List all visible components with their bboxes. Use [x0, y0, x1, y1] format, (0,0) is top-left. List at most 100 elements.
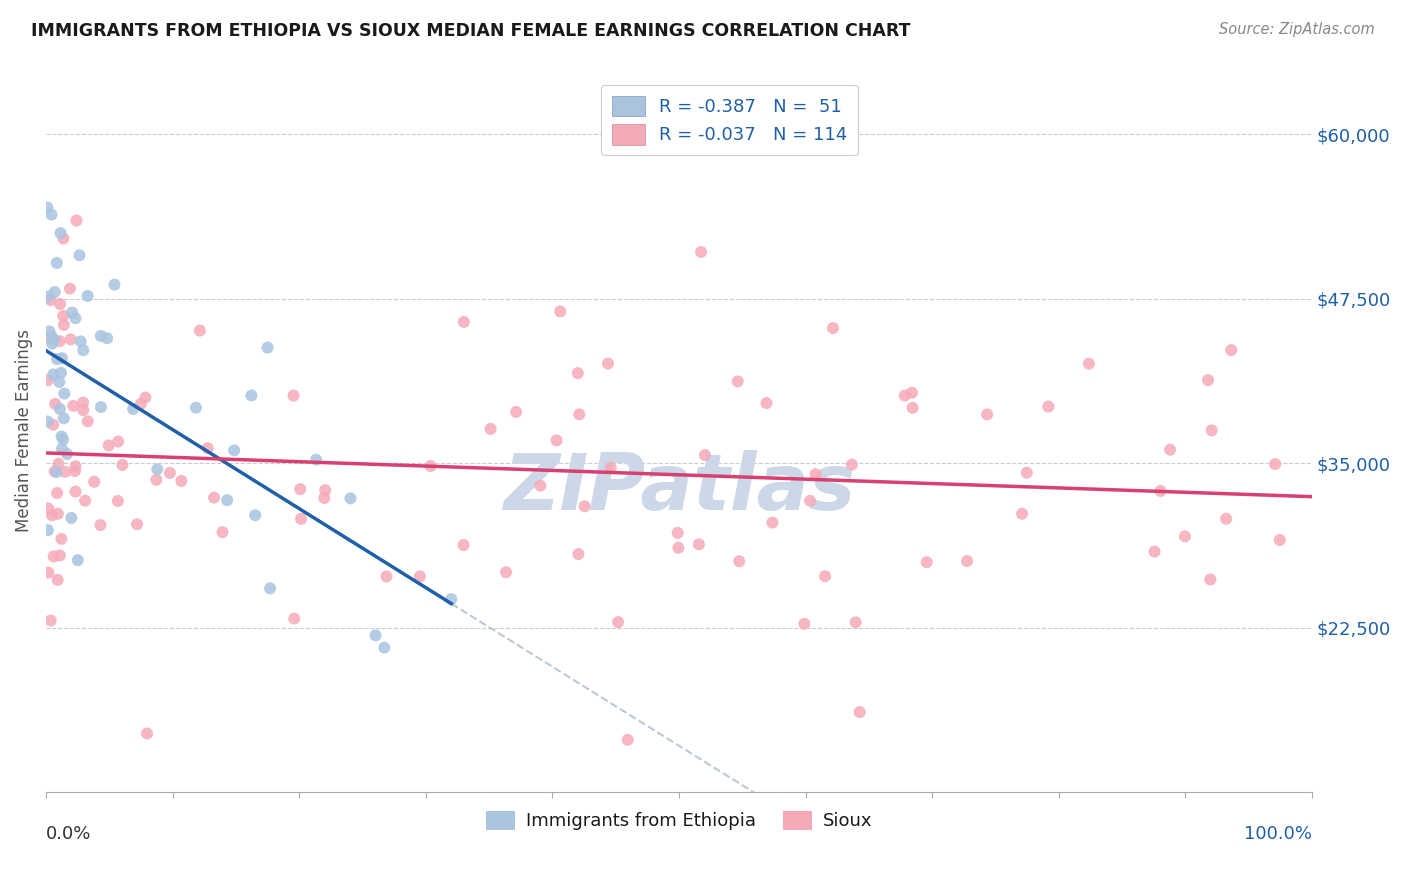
Point: [616, 732, 638, 747]
Point: [894, 388, 917, 402]
Point: [607, 615, 630, 629]
Point: [550, 304, 572, 318]
Point: [188, 324, 211, 338]
Point: [51, 532, 73, 546]
Point: [283, 389, 305, 403]
Point: [1201, 423, 1223, 437]
Point: [46, 352, 69, 367]
Point: [755, 396, 778, 410]
Point: [103, 277, 125, 292]
Point: [42, 417, 65, 432]
Point: [290, 512, 312, 526]
Point: [1038, 400, 1060, 414]
Point: [66, 553, 89, 567]
Point: [45, 256, 67, 270]
Point: [39, 293, 62, 307]
Point: [59, 282, 82, 296]
Point: [72, 403, 94, 417]
Point: [901, 401, 924, 415]
Text: 100.0%: 100.0%: [1244, 825, 1312, 843]
Point: [184, 401, 207, 415]
Point: [97, 438, 120, 452]
Point: [52, 318, 75, 332]
Point: [375, 569, 398, 583]
Point: [409, 569, 432, 583]
Point: [37, 289, 59, 303]
Point: [75, 493, 97, 508]
Point: [83, 475, 105, 489]
Point: [804, 467, 827, 482]
Point: [49, 226, 72, 240]
Point: [49, 297, 72, 311]
Point: [728, 554, 751, 568]
Point: [224, 443, 246, 458]
Y-axis label: Median Female Earnings: Median Female Earnings: [15, 329, 32, 532]
Point: [1077, 357, 1099, 371]
Point: [38, 325, 60, 339]
Point: [1220, 343, 1243, 357]
Point: [41, 508, 63, 523]
Point: [46, 486, 69, 500]
Point: [259, 582, 281, 596]
Point: [1015, 466, 1038, 480]
Point: [72, 343, 94, 358]
Point: [1149, 483, 1171, 498]
Point: [495, 566, 517, 580]
Point: [245, 508, 267, 523]
Point: [793, 616, 815, 631]
Point: [529, 478, 551, 492]
Point: [42, 368, 65, 382]
Point: [52, 433, 75, 447]
Point: [51, 429, 73, 443]
Point: [111, 458, 134, 472]
Point: [1011, 507, 1033, 521]
Point: [841, 458, 863, 472]
Point: [1264, 457, 1286, 471]
Point: [52, 411, 75, 425]
Legend: Immigrants from Ethiopia, Sioux: Immigrants from Ethiopia, Sioux: [479, 804, 879, 838]
Point: [69, 248, 91, 262]
Point: [72, 395, 94, 409]
Point: [339, 491, 361, 506]
Point: [76, 289, 98, 303]
Point: [37, 201, 59, 215]
Point: [1199, 573, 1222, 587]
Point: [44, 465, 66, 479]
Point: [145, 473, 167, 487]
Point: [1197, 373, 1219, 387]
Point: [44, 397, 66, 411]
Point: [37, 501, 59, 516]
Point: [65, 311, 87, 326]
Point: [48, 375, 70, 389]
Point: [727, 375, 749, 389]
Point: [568, 407, 591, 421]
Point: [107, 434, 129, 449]
Point: [901, 385, 924, 400]
Point: [59, 332, 82, 346]
Point: [37, 373, 59, 387]
Point: [915, 555, 938, 569]
Point: [90, 329, 112, 343]
Point: [60, 511, 83, 525]
Point: [283, 611, 305, 625]
Point: [690, 244, 713, 259]
Point: [49, 366, 72, 380]
Point: [666, 525, 689, 540]
Point: [48, 457, 70, 471]
Point: [290, 482, 312, 496]
Point: [211, 525, 233, 540]
Point: [197, 441, 219, 455]
Point: [159, 466, 181, 480]
Point: [51, 442, 73, 456]
Point: [46, 507, 69, 521]
Point: [1174, 529, 1197, 543]
Point: [42, 333, 65, 347]
Point: [41, 336, 63, 351]
Point: [37, 523, 59, 537]
Point: [845, 615, 868, 630]
Point: [256, 341, 278, 355]
Point: [65, 459, 87, 474]
Point: [1215, 512, 1237, 526]
Point: [761, 516, 783, 530]
Point: [314, 483, 336, 497]
